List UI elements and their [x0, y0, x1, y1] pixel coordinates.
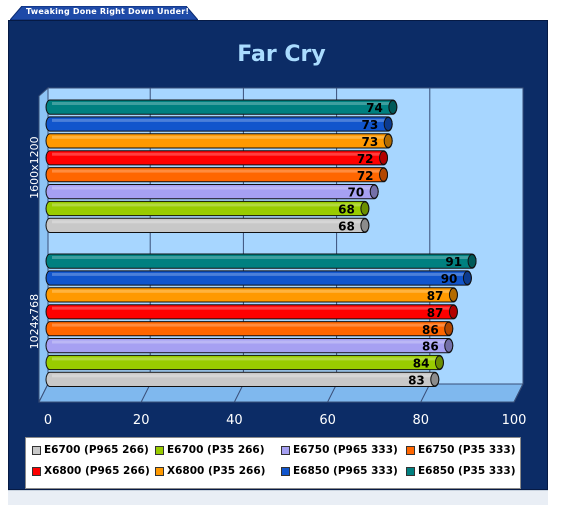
bottom-strip	[8, 490, 548, 505]
data-label: 84	[413, 357, 430, 371]
legend-item: E6850 (P35 333)	[406, 463, 516, 479]
category-label: 1600x1200	[28, 136, 41, 199]
bar-cap	[379, 150, 389, 165]
bar-cap	[360, 218, 370, 233]
x-tick-label: 20	[133, 413, 150, 428]
legend-label: E6750 (P965 333)	[293, 444, 398, 456]
data-label: 68	[338, 220, 355, 234]
legend-item: E6750 (P965 333)	[281, 442, 398, 458]
bar-cap	[388, 100, 398, 115]
bar-cap	[462, 270, 472, 286]
data-label: 91	[445, 255, 462, 269]
legend-swatch	[32, 445, 41, 455]
legend-swatch	[155, 445, 164, 455]
bar-highlight	[52, 357, 438, 361]
data-label: 83	[408, 374, 425, 388]
legend-label: E6700 (P965 266)	[44, 444, 149, 456]
legend-label: X6800 (P965 266)	[44, 465, 150, 477]
bar-highlight	[52, 220, 363, 224]
bar-highlight	[52, 152, 382, 156]
bar-cap	[434, 355, 444, 370]
legend-swatch	[281, 466, 290, 476]
data-label: 72	[357, 152, 374, 166]
data-labels: 74 73 73 72 72 70 68 68 91 90 87 87 86 86 84 83	[338, 101, 462, 387]
legend-item: E6750 (P35 333)	[406, 442, 516, 458]
data-label: 87	[427, 306, 444, 320]
data-label: 86	[422, 340, 439, 354]
data-label: 72	[357, 169, 374, 183]
bar-cap	[383, 116, 393, 132]
legend-label: X6800 (P35 266)	[167, 465, 266, 477]
legend-label: E6700 (P35 266)	[167, 444, 265, 456]
bar-highlight	[52, 306, 452, 310]
data-label: 73	[361, 118, 378, 132]
gridline-floor	[513, 383, 524, 403]
data-label: 87	[427, 289, 444, 303]
category-label: 1024x768	[28, 294, 41, 350]
bar-highlight	[52, 272, 466, 276]
bar-cap	[444, 338, 454, 353]
bar-cap	[383, 133, 393, 148]
legend-swatch	[406, 466, 415, 476]
bar-cap	[444, 321, 454, 336]
legend-item: E6700 (P35 266)	[155, 442, 265, 458]
chart-title: Far Cry	[237, 42, 326, 67]
legend-item: E6850 (P965 333)	[281, 463, 398, 479]
bar-highlight	[52, 102, 391, 105]
bar-highlight	[52, 323, 447, 327]
data-label: 86	[422, 323, 439, 337]
x-tick-label: 0	[44, 413, 52, 428]
bars	[45, 99, 477, 387]
legend-label: E6750 (P35 333)	[418, 444, 516, 456]
legend-item: E6700 (P965 266)	[32, 442, 149, 458]
data-label: 68	[338, 203, 355, 217]
bar-highlight	[52, 135, 387, 139]
data-label: 90	[441, 272, 458, 286]
bar-highlight	[52, 374, 433, 378]
plot-side-wall	[38, 86, 49, 403]
category-labels: 1600x1200 1024x768	[28, 136, 41, 349]
legend-swatch	[155, 466, 164, 476]
bar-cap	[448, 287, 458, 302]
bar-cap	[360, 201, 370, 216]
bar-highlight	[52, 169, 382, 173]
x-tick-label: 80	[413, 413, 430, 428]
bar-cap	[430, 372, 440, 387]
x-tick-label: 60	[319, 413, 336, 428]
bar-highlight	[52, 256, 471, 259]
legend-item: X6800 (P965 266)	[32, 463, 150, 479]
data-label: 73	[361, 135, 378, 149]
bar-highlight	[52, 203, 363, 207]
banner-tab	[10, 6, 198, 20]
bar-highlight	[52, 186, 373, 190]
banner-text: Tweaking Done Right Down Under!	[26, 7, 190, 16]
bar-highlight	[52, 118, 387, 122]
data-label: 74	[366, 101, 383, 115]
legend-item: X6800 (P35 266)	[155, 463, 265, 479]
x-tick-labels: 0 20 40 60 80 100	[44, 413, 527, 428]
legend-swatch	[281, 445, 290, 455]
bar-cap	[448, 304, 458, 319]
bar-highlight	[52, 340, 447, 344]
legend: E6700 (P965 266) E6700 (P35 266) E6750 (P9…	[25, 437, 521, 489]
x-tick-label: 100	[502, 413, 527, 428]
legend-swatch	[406, 445, 415, 455]
x-tick-label: 40	[226, 413, 243, 428]
bar-cap	[369, 184, 379, 199]
bar-cap	[467, 254, 477, 269]
legend-label: E6850 (P965 333)	[293, 465, 398, 477]
legend-swatch	[32, 466, 41, 476]
bar-highlight	[52, 289, 452, 293]
data-label: 70	[347, 186, 364, 200]
legend-label: E6850 (P35 333)	[418, 465, 516, 477]
bar-cap	[379, 167, 389, 182]
